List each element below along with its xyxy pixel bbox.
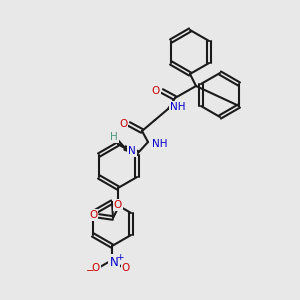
Text: O: O <box>114 200 122 210</box>
Text: +: + <box>116 253 124 262</box>
Text: O: O <box>89 210 97 220</box>
Text: NH: NH <box>152 139 167 149</box>
Text: O: O <box>152 86 160 96</box>
Text: NH: NH <box>170 102 185 112</box>
Text: O: O <box>122 263 130 273</box>
Text: N: N <box>110 256 118 268</box>
Text: −: − <box>85 266 94 276</box>
Text: H: H <box>110 132 118 142</box>
Text: O: O <box>119 119 127 129</box>
Text: N: N <box>128 146 136 156</box>
Text: O: O <box>92 263 100 273</box>
